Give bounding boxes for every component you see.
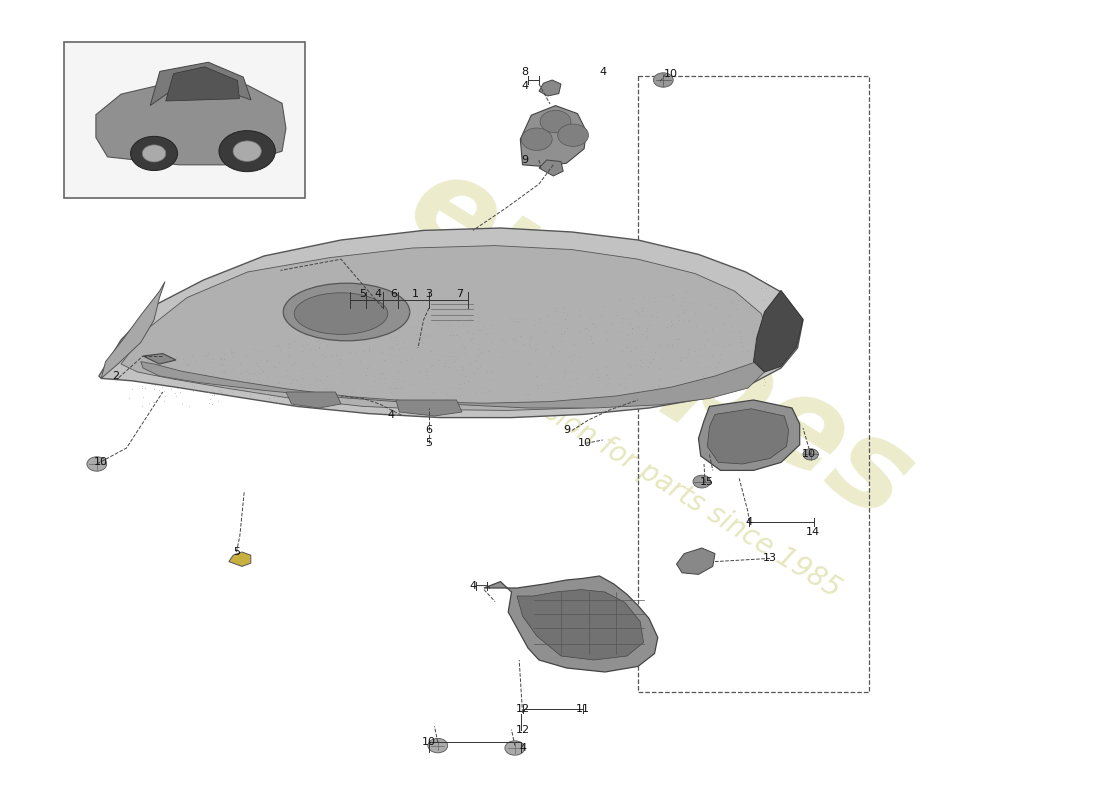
Text: 4: 4: [600, 67, 606, 77]
Text: 10: 10: [579, 438, 592, 448]
Text: 4: 4: [519, 743, 526, 753]
Circle shape: [87, 457, 107, 471]
Polygon shape: [396, 400, 462, 416]
Polygon shape: [539, 160, 563, 176]
Text: 13: 13: [763, 554, 777, 563]
Text: europes: europes: [386, 142, 934, 546]
Circle shape: [505, 741, 525, 755]
Polygon shape: [754, 290, 803, 372]
Polygon shape: [99, 228, 803, 418]
Text: 4: 4: [375, 290, 382, 299]
Text: 5: 5: [360, 290, 366, 299]
Text: 15: 15: [701, 478, 714, 487]
Text: 2: 2: [112, 371, 119, 381]
Text: 10: 10: [422, 738, 436, 747]
Polygon shape: [676, 548, 715, 574]
Circle shape: [142, 145, 166, 162]
Polygon shape: [121, 246, 770, 410]
Circle shape: [219, 130, 275, 172]
Text: 10: 10: [95, 457, 108, 466]
Polygon shape: [707, 409, 789, 464]
Text: 9: 9: [521, 155, 528, 165]
Text: 8: 8: [521, 67, 528, 77]
Circle shape: [540, 110, 571, 133]
Text: 12: 12: [516, 704, 529, 714]
Polygon shape: [484, 576, 658, 672]
Ellipse shape: [284, 283, 409, 341]
Circle shape: [693, 475, 711, 488]
Circle shape: [131, 136, 177, 170]
Circle shape: [803, 449, 818, 460]
Text: 6: 6: [426, 426, 432, 435]
Text: 10: 10: [664, 70, 678, 79]
Text: 6: 6: [390, 290, 397, 299]
Polygon shape: [286, 392, 341, 408]
Polygon shape: [520, 106, 586, 166]
Text: 5: 5: [233, 547, 240, 557]
Circle shape: [233, 141, 262, 162]
Polygon shape: [229, 552, 251, 566]
Polygon shape: [539, 80, 561, 96]
Circle shape: [558, 124, 589, 146]
Text: 7: 7: [456, 290, 463, 299]
Text: 4: 4: [470, 581, 476, 590]
FancyBboxPatch shape: [64, 42, 305, 198]
Text: 4: 4: [387, 410, 394, 420]
Text: 3: 3: [426, 290, 432, 299]
Text: 4: 4: [746, 517, 752, 526]
Text: 14: 14: [806, 527, 820, 537]
Text: 9: 9: [563, 426, 570, 435]
Polygon shape: [96, 82, 286, 165]
Text: 5: 5: [426, 438, 432, 448]
Text: 10: 10: [802, 450, 815, 459]
Text: 1: 1: [412, 290, 419, 299]
Text: 4: 4: [521, 82, 528, 91]
Circle shape: [428, 738, 448, 753]
Circle shape: [653, 73, 673, 87]
Polygon shape: [517, 590, 644, 660]
Polygon shape: [698, 400, 800, 470]
Polygon shape: [101, 282, 165, 378]
Polygon shape: [141, 362, 764, 408]
Polygon shape: [151, 62, 251, 106]
Text: 12: 12: [516, 725, 529, 734]
Polygon shape: [166, 67, 240, 101]
Text: a passion for parts since 1985: a passion for parts since 1985: [475, 357, 845, 603]
Ellipse shape: [295, 293, 387, 334]
Circle shape: [521, 128, 552, 150]
Polygon shape: [143, 354, 176, 364]
Text: 11: 11: [576, 704, 590, 714]
